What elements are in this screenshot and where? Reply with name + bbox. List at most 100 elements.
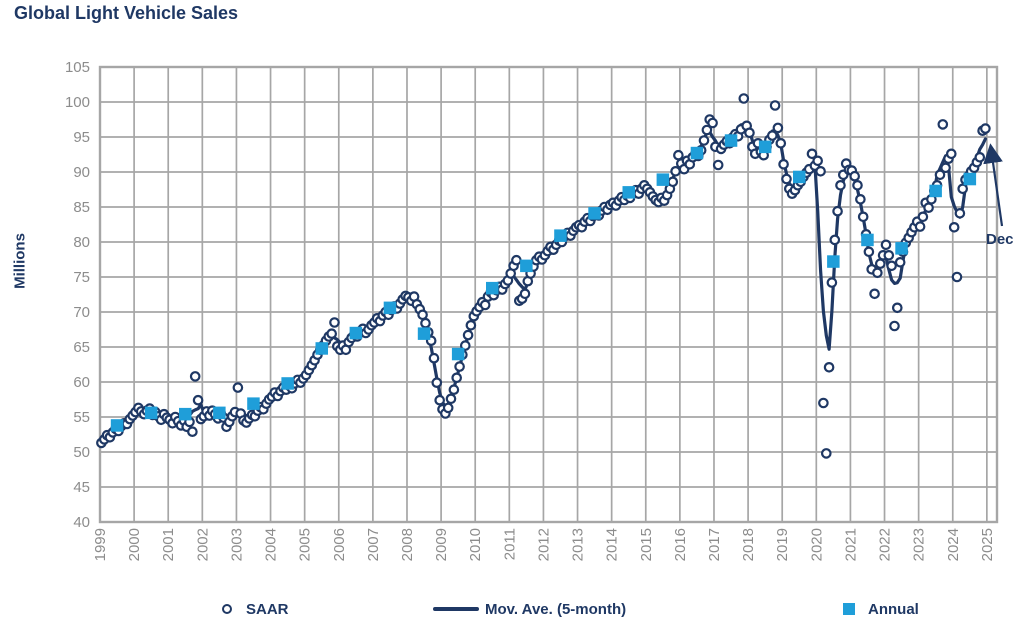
saar-point — [951, 271, 963, 283]
saar-point — [744, 127, 755, 139]
saar-point — [434, 394, 445, 406]
y-tick-label: 105 — [65, 59, 90, 76]
y-tick-label: 45 — [73, 479, 90, 496]
x-year-label: 2013 — [570, 528, 587, 561]
x-year-label: 2023 — [911, 528, 928, 561]
x-year-label: 2015 — [638, 528, 655, 561]
x-year-label: 2017 — [706, 528, 723, 561]
saar-point — [820, 448, 832, 459]
x-year-label: 1999 — [92, 528, 109, 561]
annual-marker — [315, 342, 328, 355]
plot-border — [98, 65, 999, 524]
saar-point — [192, 394, 204, 406]
saar-point — [766, 130, 778, 141]
x-year-label: 2000 — [126, 528, 143, 561]
saar-point — [326, 328, 337, 339]
saar-point — [940, 162, 951, 174]
y-tick-label: 100 — [65, 94, 90, 111]
saar-point — [806, 148, 818, 160]
saar-point — [667, 176, 679, 188]
saar-point — [974, 152, 986, 163]
annual-marker — [861, 233, 874, 247]
saar-point — [945, 148, 957, 160]
x-year-label: 2012 — [535, 528, 552, 561]
saar-point — [823, 361, 835, 373]
y-tick-label: 80 — [73, 234, 90, 251]
saar-point — [957, 183, 968, 195]
y-tick-label: 85 — [73, 199, 90, 216]
annual-marker — [724, 134, 738, 147]
saar-point — [849, 170, 860, 182]
saar-point — [769, 100, 781, 111]
x-year-label: 2008 — [399, 528, 416, 561]
saar-point — [891, 302, 903, 314]
dec-annotation-arrow — [983, 143, 1004, 227]
y-tick-label: 75 — [73, 269, 90, 286]
legend-label-saar: SAAR — [246, 600, 289, 618]
saar-point — [519, 288, 531, 300]
annual-marker — [247, 397, 260, 410]
saar-point — [889, 320, 900, 332]
saar-point — [917, 211, 929, 223]
x-year-label: 2007 — [365, 528, 382, 561]
saar-point — [187, 426, 198, 437]
x-year-label: 2011 — [501, 528, 518, 560]
saar-point — [880, 239, 892, 251]
saar-point — [772, 122, 784, 134]
saar-point — [420, 317, 431, 329]
saar-point — [738, 93, 750, 104]
dec-annotation: Dec — [986, 231, 1014, 248]
saar-point — [431, 377, 443, 388]
saar-point — [459, 340, 471, 351]
y-tick-label: 95 — [73, 129, 90, 146]
y-tick-label: 40 — [73, 514, 90, 531]
x-year-label: 2004 — [263, 528, 280, 561]
saar-point — [189, 371, 201, 382]
legend-item-annual: Annual — [843, 597, 919, 621]
saar-point — [707, 117, 718, 129]
x-year-label: 2018 — [740, 528, 757, 561]
x-year-label: 2016 — [672, 528, 689, 561]
saar-point — [781, 173, 792, 185]
saar-point — [894, 256, 906, 268]
annual-marker — [144, 406, 158, 420]
saar-point — [954, 208, 966, 219]
saar-point — [937, 119, 949, 130]
saar-point — [778, 159, 789, 170]
annual-marker — [281, 377, 294, 390]
chart-title: Global Light Vehicle Sales — [14, 3, 239, 23]
x-year-label: 2005 — [297, 528, 314, 561]
saar-point — [698, 135, 710, 146]
saar-point — [886, 260, 897, 272]
saar-circle-icon — [222, 604, 232, 614]
annual-marker — [417, 327, 431, 340]
saar-point — [869, 288, 880, 300]
saar-point — [826, 277, 838, 288]
annual-marker — [622, 186, 635, 199]
saar-point — [872, 267, 883, 279]
annual-marker — [451, 347, 465, 361]
annual-marker — [588, 207, 601, 220]
saar-point — [232, 382, 244, 393]
annual-marker — [554, 229, 567, 242]
saar-point — [829, 234, 841, 246]
saar-point — [923, 202, 934, 213]
saar-point — [479, 299, 491, 311]
saar-point — [855, 194, 866, 205]
saar-point — [701, 124, 713, 136]
saar-point — [857, 211, 869, 223]
saar-point — [712, 159, 724, 171]
y-tick-label: 55 — [73, 409, 90, 426]
y-tick-label: 90 — [73, 164, 90, 181]
saar-point — [451, 372, 462, 384]
annual-marker — [656, 173, 670, 186]
y-tick-label: 70 — [73, 304, 90, 321]
saar-point — [462, 329, 474, 341]
saar-point — [815, 166, 826, 177]
saar-point — [812, 155, 823, 167]
x-year-label: 2020 — [808, 528, 825, 561]
legend-label-mov-ave: Mov. Ave. (5-month) — [485, 600, 627, 618]
saar-point — [852, 180, 863, 191]
annual-marker — [486, 281, 499, 295]
x-year-label: 2003 — [228, 528, 245, 561]
